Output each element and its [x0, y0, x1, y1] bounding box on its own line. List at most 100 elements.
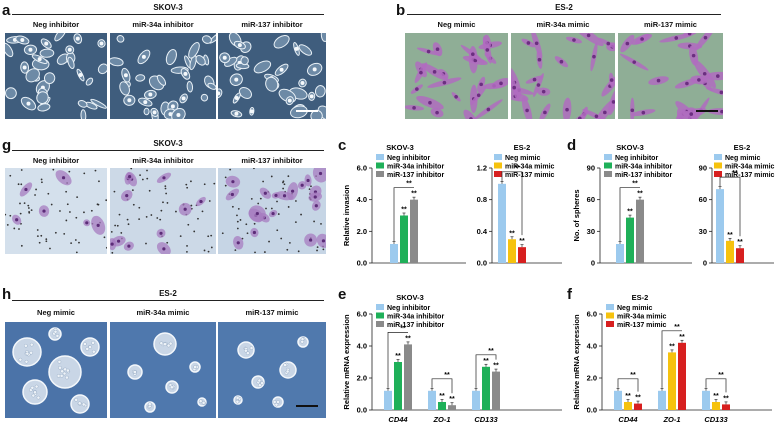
micrograph-b-3	[618, 33, 723, 119]
pore	[207, 250, 210, 253]
pore	[203, 183, 206, 186]
significance-mark: **	[444, 372, 450, 379]
pore	[186, 245, 188, 247]
pore	[231, 205, 234, 208]
cell-halo	[309, 94, 314, 99]
y-tick-label: 2.0	[357, 374, 367, 383]
sphere-cell	[29, 350, 33, 355]
legend-swatch	[376, 162, 384, 169]
significance-mark: **	[635, 395, 641, 402]
legend-swatch	[714, 162, 722, 169]
pore	[13, 227, 16, 230]
legend-swatch	[376, 154, 384, 160]
pore	[150, 214, 153, 216]
pore	[141, 178, 144, 181]
significance-mark: **	[627, 209, 633, 216]
cell	[240, 56, 249, 66]
cell	[43, 72, 56, 85]
nucleus	[625, 41, 630, 46]
pore	[237, 207, 240, 210]
cell-halo	[67, 47, 72, 52]
panel-b-caption-2: miR-34a mimic	[536, 20, 590, 29]
pore	[193, 230, 196, 233]
pore	[75, 216, 78, 219]
sphere-cell	[201, 401, 206, 405]
cell-halo	[294, 46, 299, 51]
pore	[179, 235, 182, 237]
pore	[5, 213, 7, 216]
significance-mark: **	[637, 191, 643, 198]
cell	[156, 74, 167, 86]
nucleus	[127, 244, 131, 248]
bar	[668, 352, 676, 410]
pore	[45, 240, 48, 243]
pore	[65, 219, 68, 222]
cell	[97, 63, 107, 75]
sphere-cell	[166, 343, 171, 348]
cell	[186, 81, 194, 93]
nucleus	[282, 194, 287, 198]
sphere-cell	[77, 401, 82, 406]
panel-a-caption-3: miR-137 inhibitor	[241, 20, 303, 29]
pore	[139, 174, 141, 177]
pore	[148, 189, 151, 192]
nucleus	[611, 100, 615, 104]
pore	[105, 199, 107, 202]
nucleus	[577, 116, 582, 119]
pore	[250, 197, 253, 200]
sphere-cell	[91, 349, 96, 354]
nucleus	[162, 176, 166, 180]
sphere-cell	[59, 374, 64, 378]
panel-h-caption-3: miR-137 mimic	[245, 308, 299, 317]
nucleus	[469, 117, 473, 119]
sphere-cell	[91, 340, 95, 345]
pore	[201, 210, 204, 213]
sphere-cell	[85, 347, 90, 351]
cell	[273, 34, 290, 49]
legend-swatch	[494, 162, 502, 169]
pore	[288, 241, 291, 244]
sphere-cell	[170, 385, 174, 390]
sphere-cell	[274, 402, 279, 407]
panel-a-rule	[12, 14, 324, 15]
invaded-cell	[312, 168, 326, 183]
sphere-cell	[29, 342, 34, 347]
cell-halo	[152, 110, 157, 115]
pore	[69, 211, 71, 213]
pore	[52, 168, 55, 171]
pore	[236, 214, 238, 217]
pore	[40, 234, 43, 237]
nucleus	[415, 87, 419, 91]
y-tick-label: 4.0	[357, 342, 367, 351]
pore	[6, 224, 9, 226]
nucleus	[702, 71, 707, 76]
pore	[263, 251, 266, 253]
pore	[120, 232, 123, 234]
sphere-cell	[63, 367, 67, 372]
pore	[213, 182, 216, 185]
pore	[282, 180, 285, 183]
chart-d-skov3: SKOV-3 Neg inhibitor miR-34a inhibitormiR-…	[572, 143, 692, 268]
significance-mark: **	[723, 395, 729, 402]
pore	[190, 180, 192, 183]
cell	[116, 35, 125, 43]
pore	[98, 180, 100, 183]
y-tick-label: 2.0	[587, 374, 597, 383]
y-tick-label: 60	[699, 195, 707, 204]
nucleus	[61, 176, 66, 180]
pore	[130, 168, 133, 170]
cell	[119, 81, 130, 96]
panel-a-title: SKOV-3	[153, 3, 183, 12]
legend-label: miR-34a mimic	[505, 164, 555, 171]
nucleus	[428, 100, 432, 105]
legend-swatch	[376, 321, 384, 327]
nucleus	[606, 41, 611, 46]
legend-label: miR-137 mimic	[505, 172, 555, 179]
nucleus	[572, 38, 576, 42]
nucleus	[471, 52, 475, 57]
pore	[287, 175, 290, 178]
pore	[76, 196, 79, 199]
legend-swatch	[376, 304, 384, 310]
pore	[131, 189, 134, 192]
panel-g-caption-1: Neg inhibitor	[32, 156, 80, 165]
